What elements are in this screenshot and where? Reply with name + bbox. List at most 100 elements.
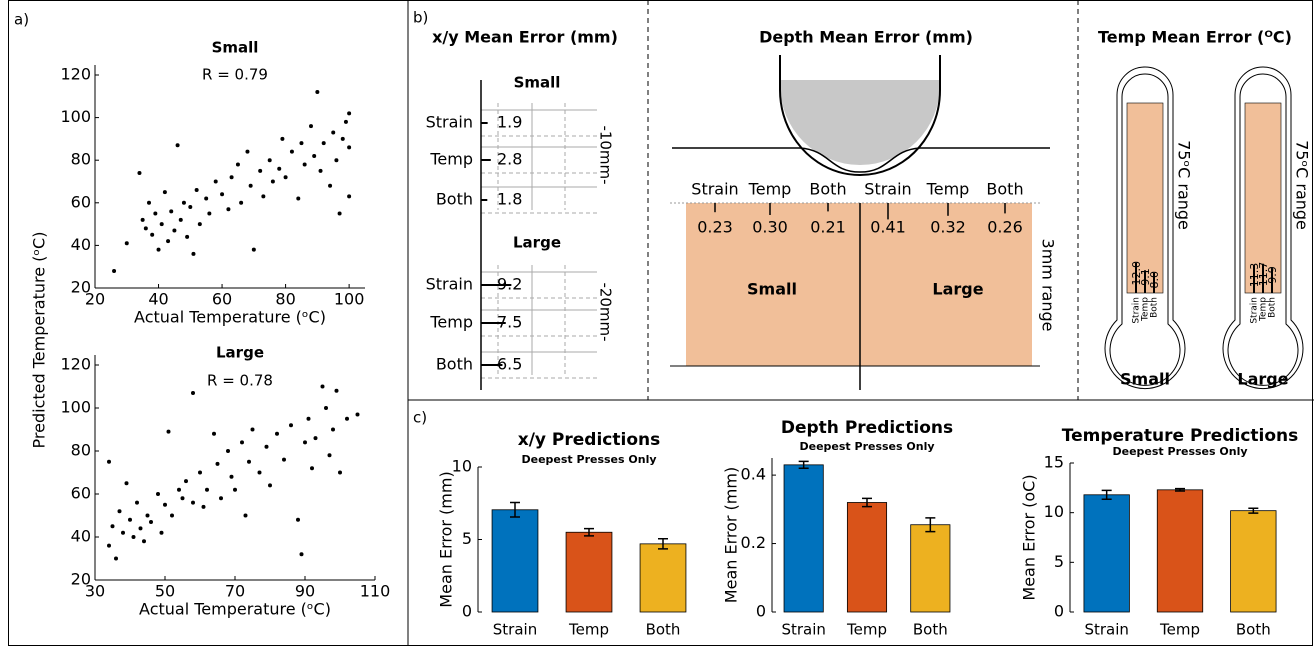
point [235, 162, 240, 167]
x-tick-label: Temp [568, 621, 609, 639]
row-label: Both [1150, 297, 1160, 318]
y-tick-label: 100 [60, 398, 91, 417]
bar [846, 502, 888, 613]
point [283, 175, 288, 180]
point [166, 239, 171, 244]
row-label: Temp [429, 313, 473, 332]
bar [1230, 510, 1277, 613]
point [296, 517, 300, 522]
y-tick-label: 120 [60, 65, 91, 84]
x-tick-label: 30 [85, 582, 105, 601]
range-label: 75ᵒC range [1175, 140, 1194, 230]
chart-title: Small [212, 39, 259, 57]
point [178, 217, 183, 222]
value-label: 0.41 [870, 218, 906, 237]
point [145, 513, 150, 518]
x-tick-label: Strain [781, 621, 825, 639]
point [156, 247, 161, 252]
temp-range [1244, 102, 1282, 294]
point [245, 149, 250, 154]
point [289, 423, 293, 428]
x-axis-label: Actual Temperature (ᵒC) [134, 308, 326, 327]
group-label: Large [513, 234, 561, 252]
point [331, 130, 336, 135]
point [114, 556, 118, 561]
error-bar [862, 497, 872, 508]
x-tick-label: 110 [360, 582, 391, 601]
column-label: Temp [748, 180, 792, 199]
point [191, 500, 195, 505]
point [138, 526, 143, 531]
chart-title: Depth Predictions [781, 418, 953, 438]
y-tick-label: 0 [1054, 602, 1064, 621]
point [207, 211, 212, 216]
x-tick-label: Strain [493, 621, 537, 639]
point [162, 190, 167, 195]
point [345, 416, 349, 421]
point [310, 466, 314, 471]
chart-title: Large [216, 344, 264, 362]
point [334, 388, 339, 393]
y-tick-label: 40 [71, 235, 91, 254]
chart-subtitle: Deepest Presses Only [521, 453, 656, 466]
point [153, 211, 158, 216]
y-axis-label: Mean Error (oC) [1020, 474, 1039, 600]
y-tick-label: 0 [462, 602, 472, 621]
error-bar [798, 460, 809, 470]
y-tick-label: 0.2 [741, 533, 766, 552]
column-label: Strain [864, 180, 911, 199]
point [337, 211, 342, 216]
row-label: Both [436, 355, 473, 374]
range-label: -20mm- [597, 282, 615, 341]
chart-title: x/y Predictions [518, 430, 660, 450]
point [185, 234, 190, 239]
y-tick-label: 60 [71, 192, 91, 211]
point [197, 222, 202, 227]
value-label: 9.2 [497, 275, 522, 294]
x-tick-label: Both [1236, 621, 1271, 639]
x-tick-label: Strain [1084, 621, 1128, 639]
value-label: 0.26 [987, 218, 1023, 237]
range-label: 3mm range [1039, 239, 1058, 332]
point [338, 470, 342, 475]
x-tick-label: Temp [1159, 621, 1200, 639]
bar [910, 524, 951, 613]
point [163, 502, 167, 507]
point [302, 162, 307, 167]
x-tick-label: Both [646, 621, 681, 639]
point [135, 500, 139, 505]
annotation: R = 0.78 [207, 372, 273, 390]
error-bar [584, 527, 594, 537]
value-label: 7.5 [497, 313, 522, 332]
y-tick-label: 120 [60, 355, 91, 374]
point [347, 145, 352, 150]
point [191, 390, 195, 395]
surface [672, 147, 1050, 173]
point [191, 251, 196, 256]
diagram-title: x/y Mean Error (mm) [432, 28, 618, 47]
range-label: 75ᵒC range [1293, 140, 1312, 230]
y-tick-label: 80 [71, 441, 91, 460]
panel-label: a) [14, 11, 29, 29]
point [289, 149, 294, 154]
point [315, 90, 320, 95]
point [124, 241, 129, 246]
point [181, 200, 186, 205]
row-label: Strain [426, 113, 473, 132]
row-label: Temp [429, 150, 473, 169]
error-bar [1248, 507, 1259, 514]
row-label: Temp [1259, 297, 1269, 322]
point [267, 158, 272, 163]
point [117, 509, 122, 514]
error-bar [925, 517, 936, 533]
diagram-title: Depth Mean Error (mm) [759, 28, 973, 47]
row-label: Both [436, 190, 473, 209]
point [257, 470, 262, 475]
row-label: Strain [1132, 297, 1142, 324]
point [137, 170, 142, 175]
point [149, 519, 153, 524]
value-label: 11.7 [1257, 262, 1270, 287]
point [204, 196, 209, 201]
point [282, 457, 286, 462]
point [150, 232, 155, 237]
